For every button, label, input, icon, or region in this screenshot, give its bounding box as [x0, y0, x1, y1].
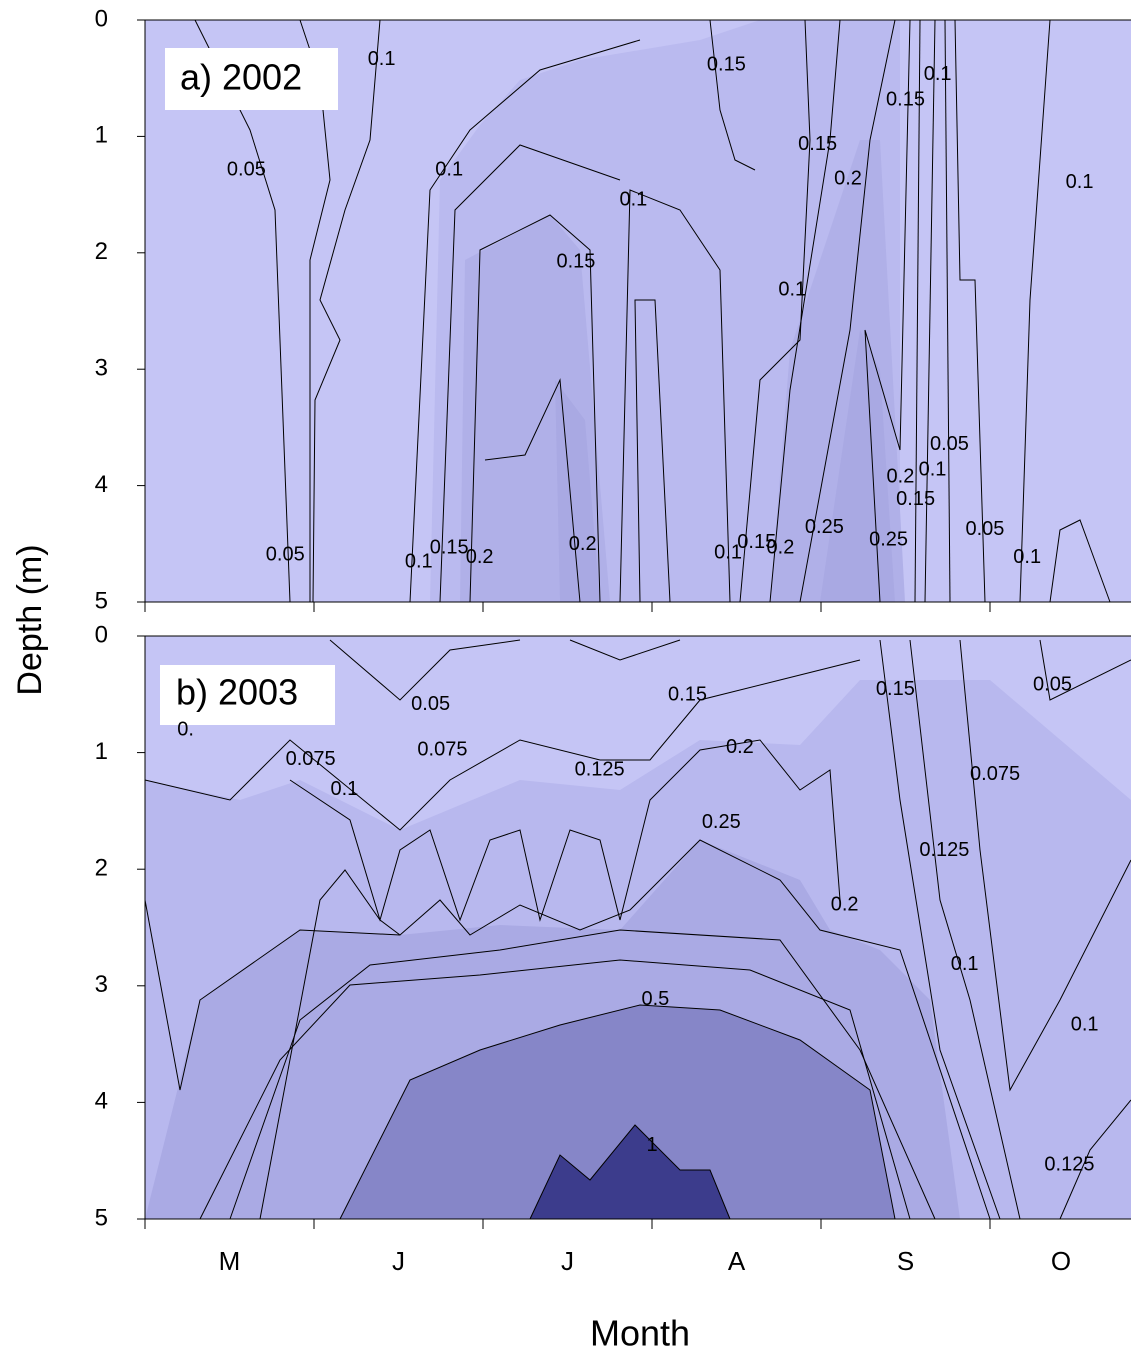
contour-label: 0.1: [405, 551, 433, 573]
contour-label: 0.1: [368, 48, 396, 70]
contour-label: 0.05: [266, 544, 305, 566]
contour-lines: [144, 639, 1131, 1220]
y-axis-label: Depth (m): [11, 544, 49, 695]
contour-label: 0.1: [951, 953, 979, 975]
contour-label: 0.125: [575, 758, 625, 780]
contour-label: 1: [646, 1134, 657, 1156]
contour-label: 0.05: [411, 693, 450, 715]
x-tick-label: M: [219, 1246, 241, 1276]
title-box: [165, 48, 338, 110]
contour-label: 0.05: [227, 158, 266, 180]
y-tick-label: 2: [95, 855, 108, 882]
region: [340, 1005, 895, 1219]
contour-label: 0.2: [831, 894, 859, 916]
contour-label: 0.2: [887, 466, 915, 488]
title-box: [160, 665, 335, 725]
contour-label: 0.25: [702, 811, 741, 833]
y-tick-label: 1: [95, 122, 108, 149]
contour-label: 0.125: [1044, 1154, 1094, 1176]
contour-label: 0.1: [714, 541, 742, 563]
contour-label: 0.075: [417, 739, 467, 761]
region: [555, 330, 895, 602]
contour-label: 0.15: [668, 684, 707, 706]
y-tick-label: 4: [95, 1088, 108, 1115]
contour-lines: [194, 19, 1111, 603]
panel-title: b) 2003: [176, 672, 298, 713]
x-tick-label: J: [561, 1246, 574, 1276]
contour-label: 0.2: [767, 537, 795, 559]
x-tick-label: J: [392, 1246, 405, 1276]
y-tick-label: 0: [95, 621, 108, 648]
contour-label: 0.: [177, 719, 194, 741]
contour-label: 0.05: [1033, 673, 1072, 695]
contour-label: 0.075: [970, 763, 1020, 785]
contour-label: 0.1: [924, 63, 952, 85]
y-tick-label: 5: [95, 587, 108, 614]
contour-label: 0.125: [919, 839, 969, 861]
contour-label: 0.15: [876, 678, 915, 700]
contour-label: 0.1: [919, 459, 947, 481]
contour-label: 0.15: [886, 89, 925, 111]
contour-label: 0.2: [466, 546, 494, 568]
contour-label: 0.25: [869, 529, 908, 551]
contour-label: 0.25: [805, 516, 844, 538]
y-tick-label: 3: [95, 971, 108, 998]
y-tick-label: 0: [95, 5, 108, 32]
contour-label: 0.1: [1071, 1014, 1099, 1036]
contour-label: 0.2: [834, 168, 862, 190]
contour-label: 0.2: [569, 533, 597, 555]
contour-label: 0.1: [620, 189, 648, 211]
contour-label: 0.15: [430, 537, 469, 559]
y-tick-label: 3: [95, 355, 108, 382]
y-tick-label: 4: [95, 471, 108, 498]
contour-label: 0.15: [798, 133, 837, 155]
y-tick-label: 2: [95, 238, 108, 265]
contour-label: 0.15: [737, 531, 776, 553]
contour-label: 0.1: [1066, 171, 1094, 193]
contour-label: 0.2: [726, 736, 754, 758]
x-tick-label: A: [728, 1246, 746, 1276]
region: [530, 1125, 730, 1219]
contour-label: 0.5: [641, 988, 669, 1010]
contour-label: 0.1: [331, 778, 359, 800]
contour-label: 0.1: [1013, 546, 1041, 568]
contour-label: 0.05: [930, 433, 969, 455]
contour-label: 0.05: [965, 518, 1004, 540]
panel-title: a) 2002: [180, 57, 302, 98]
x-tick-label: S: [897, 1246, 914, 1276]
contour-label: 0.15: [707, 54, 746, 76]
contour-label: 0.15: [896, 488, 935, 510]
x-axis-label: Month: [590, 1313, 690, 1354]
contour-label: 0.075: [286, 748, 336, 770]
x-tick-label: O: [1051, 1246, 1071, 1276]
y-tick-label: 1: [95, 738, 108, 765]
contour-label: 0.15: [556, 250, 595, 272]
y-tick-label: 5: [95, 1204, 108, 1231]
contour-label: 0.1: [435, 158, 463, 180]
contour-label: 0.1: [778, 278, 806, 300]
